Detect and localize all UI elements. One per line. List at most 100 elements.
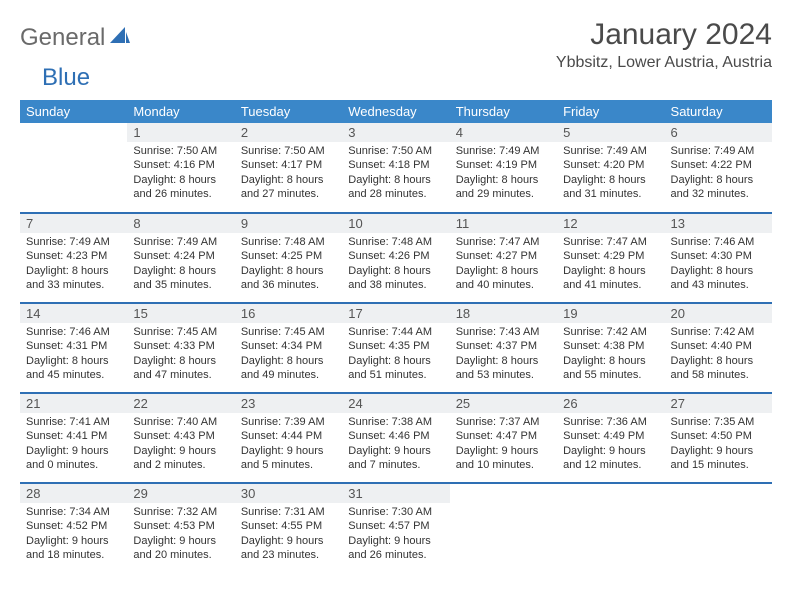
- day-number: 23: [235, 394, 342, 413]
- sunset-line: Sunset: 4:53 PM: [133, 519, 228, 533]
- day-number: 16: [235, 304, 342, 323]
- day-body: Sunrise: 7:50 AMSunset: 4:16 PMDaylight:…: [127, 142, 234, 205]
- day-body: Sunrise: 7:48 AMSunset: 4:25 PMDaylight:…: [235, 233, 342, 296]
- sunset-line: Sunset: 4:55 PM: [241, 519, 336, 533]
- day-number: 21: [20, 394, 127, 413]
- day-number: 13: [665, 214, 772, 233]
- sunset-line: Sunset: 4:43 PM: [133, 429, 228, 443]
- daylight-line: Daylight: 8 hours and 58 minutes.: [671, 354, 766, 383]
- calendar-cell: 30Sunrise: 7:31 AMSunset: 4:55 PMDayligh…: [235, 483, 342, 573]
- calendar-cell: 29Sunrise: 7:32 AMSunset: 4:53 PMDayligh…: [127, 483, 234, 573]
- calendar-cell: 24Sunrise: 7:38 AMSunset: 4:46 PMDayligh…: [342, 393, 449, 483]
- sunset-line: Sunset: 4:27 PM: [456, 249, 551, 263]
- calendar-week: 7Sunrise: 7:49 AMSunset: 4:23 PMDaylight…: [20, 213, 772, 303]
- day-body: Sunrise: 7:31 AMSunset: 4:55 PMDaylight:…: [235, 503, 342, 566]
- day-number: 26: [557, 394, 664, 413]
- calendar-week: 28 Sunrise: 7:34 AMSunset: 4:52 PM Dayligh…: [20, 483, 772, 573]
- calendar-head: SundayMondayTuesdayWednesdayThursdayFrid…: [20, 100, 772, 123]
- logo: General: [20, 18, 133, 52]
- day-body: Sunrise: 7:46 AMSunset: 4:30 PMDaylight:…: [665, 233, 772, 296]
- sunrise-line: Sunrise: 7:31 AM: [241, 505, 336, 519]
- day-number: 3: [342, 123, 449, 142]
- sunset-line: Sunset: 4:35 PM: [348, 339, 443, 353]
- calendar-cell: 8Sunrise: 7:49 AMSunset: 4:24 PMDaylight…: [127, 213, 234, 303]
- logo-sail-icon: [109, 26, 131, 51]
- day-body: [20, 142, 127, 148]
- weekday-header: Tuesday: [235, 100, 342, 123]
- calendar-cell: 9Sunrise: 7:48 AMSunset: 4:25 PMDaylight…: [235, 213, 342, 303]
- day-number: 11: [450, 214, 557, 233]
- day-body: Sunrise: 7:50 AMSunset: 4:17 PMDaylight:…: [235, 142, 342, 205]
- day-body: Sunrise: 7:47 AMSunset: 4:29 PMDaylight:…: [557, 233, 664, 296]
- sunrise-line: Sunrise: 7:43 AM: [456, 325, 551, 339]
- sunset-line: Sunset: 4:23 PM: [26, 249, 121, 263]
- day-number: 8: [127, 214, 234, 233]
- day-number: 19: [557, 304, 664, 323]
- daylight-line: Daylight: 9 hours and 0 minutes.: [26, 444, 121, 473]
- calendar-week: 1Sunrise: 7:50 AMSunset: 4:16 PMDaylight…: [20, 123, 772, 213]
- day-body: Sunrise: 7:49 AMSunset: 4:22 PMDaylight:…: [665, 142, 772, 205]
- sunset-line: Sunset: 4:38 PM: [563, 339, 658, 353]
- day-body: [557, 503, 664, 509]
- calendar-cell: 31Sunrise: 7:30 AMSunset: 4:57 PMDayligh…: [342, 483, 449, 573]
- sunset-line: Sunset: 4:52 PM: [26, 519, 121, 533]
- sunset-line: Sunset: 4:22 PM: [671, 158, 766, 172]
- day-number: 12: [557, 214, 664, 233]
- calendar-week: 14Sunrise: 7:46 AMSunset: 4:31 PMDayligh…: [20, 303, 772, 393]
- calendar-cell: [450, 483, 557, 573]
- day-number: 2: [235, 123, 342, 142]
- sunrise-line: Sunrise: 7:49 AM: [133, 235, 228, 249]
- weekday-header: Saturday: [665, 100, 772, 123]
- sunrise-line: Sunrise: 7:34 AM: [26, 505, 121, 519]
- daylight-line: Daylight: 9 hours and 7 minutes.: [348, 444, 443, 473]
- day-body: Sunrise: 7:30 AMSunset: 4:57 PMDaylight:…: [342, 503, 449, 566]
- day-number: 7: [20, 214, 127, 233]
- sunrise-line: Sunrise: 7:37 AM: [456, 415, 551, 429]
- month-title: January 2024: [556, 18, 772, 52]
- day-number: [665, 484, 772, 503]
- day-number: 20: [665, 304, 772, 323]
- day-body: Sunrise: 7:49 AMSunset: 4:24 PMDaylight:…: [127, 233, 234, 296]
- sunrise-line: Sunrise: 7:44 AM: [348, 325, 443, 339]
- sunrise-line: Sunrise: 7:48 AM: [241, 235, 336, 249]
- weekday-row: SundayMondayTuesdayWednesdayThursdayFrid…: [20, 100, 772, 123]
- logo-text-blue: Blue: [42, 64, 90, 92]
- day-number: 27: [665, 394, 772, 413]
- day-number: 17: [342, 304, 449, 323]
- calendar-week: 21Sunrise: 7:41 AMSunset: 4:41 PMDayligh…: [20, 393, 772, 483]
- daylight-line: Daylight: 8 hours and 47 minutes.: [133, 354, 228, 383]
- calendar-cell: 28Sunrise: 7:34 AMSunset: 4:52 PMDayligh…: [20, 483, 127, 573]
- sunrise-line: Sunrise: 7:48 AM: [348, 235, 443, 249]
- calendar-cell: 4Sunrise: 7:49 AMSunset: 4:19 PMDaylight…: [450, 123, 557, 213]
- day-number: 6: [665, 123, 772, 142]
- daylight-line: Daylight: 8 hours and 53 minutes.: [456, 354, 551, 383]
- day-number: 25: [450, 394, 557, 413]
- calendar-cell: 7Sunrise: 7:49 AMSunset: 4:23 PMDaylight…: [20, 213, 127, 303]
- sunrise-line: Sunrise: 7:45 AM: [241, 325, 336, 339]
- calendar-body: 1Sunrise: 7:50 AMSunset: 4:16 PMDaylight…: [20, 123, 772, 573]
- daylight-line: Daylight: 9 hours and 5 minutes.: [241, 444, 336, 473]
- calendar-cell: 17Sunrise: 7:44 AMSunset: 4:35 PMDayligh…: [342, 303, 449, 393]
- daylight-line: Daylight: 9 hours and 10 minutes.: [456, 444, 551, 473]
- weekday-header: Friday: [557, 100, 664, 123]
- day-number: [557, 484, 664, 503]
- calendar-cell: 25Sunrise: 7:37 AMSunset: 4:47 PMDayligh…: [450, 393, 557, 483]
- sunset-line: Sunset: 4:37 PM: [456, 339, 551, 353]
- daylight-line: Daylight: 8 hours and 45 minutes.: [26, 354, 121, 383]
- day-number: 28: [20, 484, 127, 503]
- day-number: 9: [235, 214, 342, 233]
- day-number: 10: [342, 214, 449, 233]
- day-number: 31: [342, 484, 449, 503]
- sunrise-line: Sunrise: 7:50 AM: [348, 144, 443, 158]
- day-number: [20, 123, 127, 142]
- calendar-cell: 11Sunrise: 7:47 AMSunset: 4:27 PMDayligh…: [450, 213, 557, 303]
- sunset-line: Sunset: 4:33 PM: [133, 339, 228, 353]
- calendar-cell: 23Sunrise: 7:39 AMSunset: 4:44 PMDayligh…: [235, 393, 342, 483]
- calendar-cell: 27Sunrise: 7:35 AMSunset: 4:50 PMDayligh…: [665, 393, 772, 483]
- calendar-cell: 3Sunrise: 7:50 AMSunset: 4:18 PMDaylight…: [342, 123, 449, 213]
- day-body: Sunrise: 7:40 AMSunset: 4:43 PMDaylight:…: [127, 413, 234, 476]
- sunrise-line: Sunrise: 7:47 AM: [456, 235, 551, 249]
- daylight-line: Daylight: 9 hours and 23 minutes.: [241, 534, 336, 563]
- sunrise-line: Sunrise: 7:30 AM: [348, 505, 443, 519]
- day-number: 18: [450, 304, 557, 323]
